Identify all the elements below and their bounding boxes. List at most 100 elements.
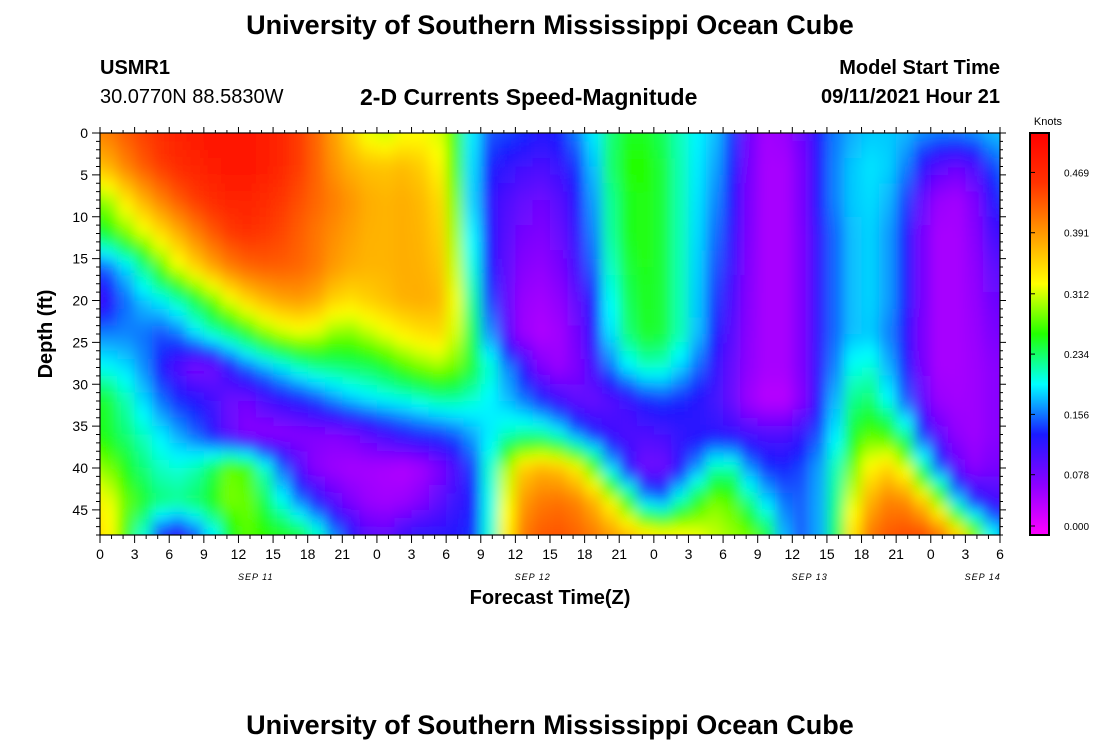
heat-cell xyxy=(982,451,1000,461)
heat-cell xyxy=(273,518,291,528)
heat-cell xyxy=(325,258,343,268)
heat-cell xyxy=(982,518,1000,528)
heat-cell xyxy=(653,342,672,352)
heat-cell xyxy=(1000,393,1018,402)
heat-cell xyxy=(723,325,741,335)
heat-cell xyxy=(653,308,672,318)
heat-cell xyxy=(151,367,170,377)
heat-cell xyxy=(844,367,863,377)
heat-cell xyxy=(342,484,361,494)
heat-cell xyxy=(896,484,915,494)
heat-cell xyxy=(671,342,690,352)
heat-cell xyxy=(463,409,482,419)
heat-cell xyxy=(601,325,620,335)
heat-cell xyxy=(809,392,828,402)
heat-cell xyxy=(775,158,793,168)
heat-cell xyxy=(913,308,932,318)
heat-cell xyxy=(428,191,447,201)
heat-cell xyxy=(844,501,863,511)
heat-cell xyxy=(636,417,655,427)
heat-cell xyxy=(463,116,481,125)
heat-cell xyxy=(567,258,586,268)
heat-cell xyxy=(1000,376,1018,385)
heat-cell xyxy=(584,292,603,302)
heat-cell xyxy=(757,375,776,385)
heat-cell xyxy=(948,518,966,528)
heat-cell xyxy=(723,300,741,310)
heat-cell xyxy=(255,250,274,260)
heat-cell xyxy=(792,526,811,535)
heat-cell xyxy=(532,401,551,410)
heat-cell xyxy=(792,476,811,486)
heat-cell xyxy=(913,350,932,360)
heat-cell xyxy=(740,241,759,251)
heat-cell xyxy=(862,535,880,544)
heat-cell xyxy=(515,267,534,276)
heat-cell xyxy=(1017,552,1035,561)
heat-cell xyxy=(169,149,188,159)
heat-cell xyxy=(723,501,741,511)
heat-cell xyxy=(532,141,551,151)
heat-cell xyxy=(446,434,465,444)
heat-cell xyxy=(965,158,984,168)
heat-cell xyxy=(1000,510,1018,519)
heat-cell xyxy=(480,149,499,159)
heat-cell xyxy=(255,501,274,511)
station-id: USMR1 xyxy=(100,57,171,79)
heat-cell xyxy=(359,359,378,369)
heat-cell xyxy=(532,183,551,193)
heat-cell xyxy=(221,200,240,209)
heat-cell xyxy=(134,434,153,444)
heat-cell xyxy=(757,216,776,226)
heat-cell xyxy=(671,267,690,276)
heat-cell xyxy=(636,476,655,486)
heat-cell xyxy=(740,375,759,385)
heat-cell xyxy=(792,392,811,402)
heat-cell xyxy=(636,216,655,226)
heat-cell xyxy=(653,258,672,268)
heat-cell xyxy=(550,342,568,352)
heat-cell xyxy=(203,283,222,293)
heat-cell xyxy=(965,325,984,335)
heat-cell xyxy=(723,267,741,276)
heat-cell xyxy=(446,401,465,410)
heat-cell xyxy=(896,174,915,184)
heat-cell xyxy=(896,426,915,436)
heat-cell xyxy=(342,241,361,251)
heat-cell xyxy=(532,300,551,310)
heat-cell xyxy=(100,308,118,318)
heat-cell xyxy=(809,208,828,218)
heat-cell xyxy=(169,409,188,419)
heat-cell xyxy=(273,116,291,125)
heat-cell xyxy=(134,518,153,528)
heat-cell xyxy=(359,392,378,402)
heat-cell xyxy=(134,292,153,302)
heat-cell xyxy=(100,225,101,235)
heat-cell xyxy=(584,200,603,209)
heat-cell xyxy=(446,133,465,134)
heat-cell xyxy=(705,325,724,335)
heat-cell xyxy=(775,191,793,201)
heat-cell xyxy=(169,392,188,402)
heat-cell xyxy=(273,158,291,168)
heat-cell xyxy=(255,317,274,327)
heat-cell xyxy=(273,174,291,184)
heat-cell xyxy=(775,183,793,193)
heat-cell xyxy=(515,300,534,310)
heat-cell xyxy=(377,535,395,544)
heat-cell xyxy=(498,133,516,134)
heat-cell xyxy=(186,275,205,285)
heat-cell xyxy=(203,367,222,377)
heat-cell xyxy=(515,375,534,385)
heat-cell xyxy=(619,334,638,343)
heat-cell xyxy=(376,225,395,235)
heat-cell xyxy=(809,158,828,168)
heat-cell xyxy=(515,283,534,293)
heat-cell xyxy=(255,149,274,159)
heat-cell xyxy=(757,401,776,410)
heat-cell xyxy=(221,501,240,511)
heat-cell xyxy=(394,484,413,494)
heat-cell xyxy=(567,200,586,209)
heat-cell xyxy=(809,141,828,151)
heat-cell xyxy=(273,133,291,134)
